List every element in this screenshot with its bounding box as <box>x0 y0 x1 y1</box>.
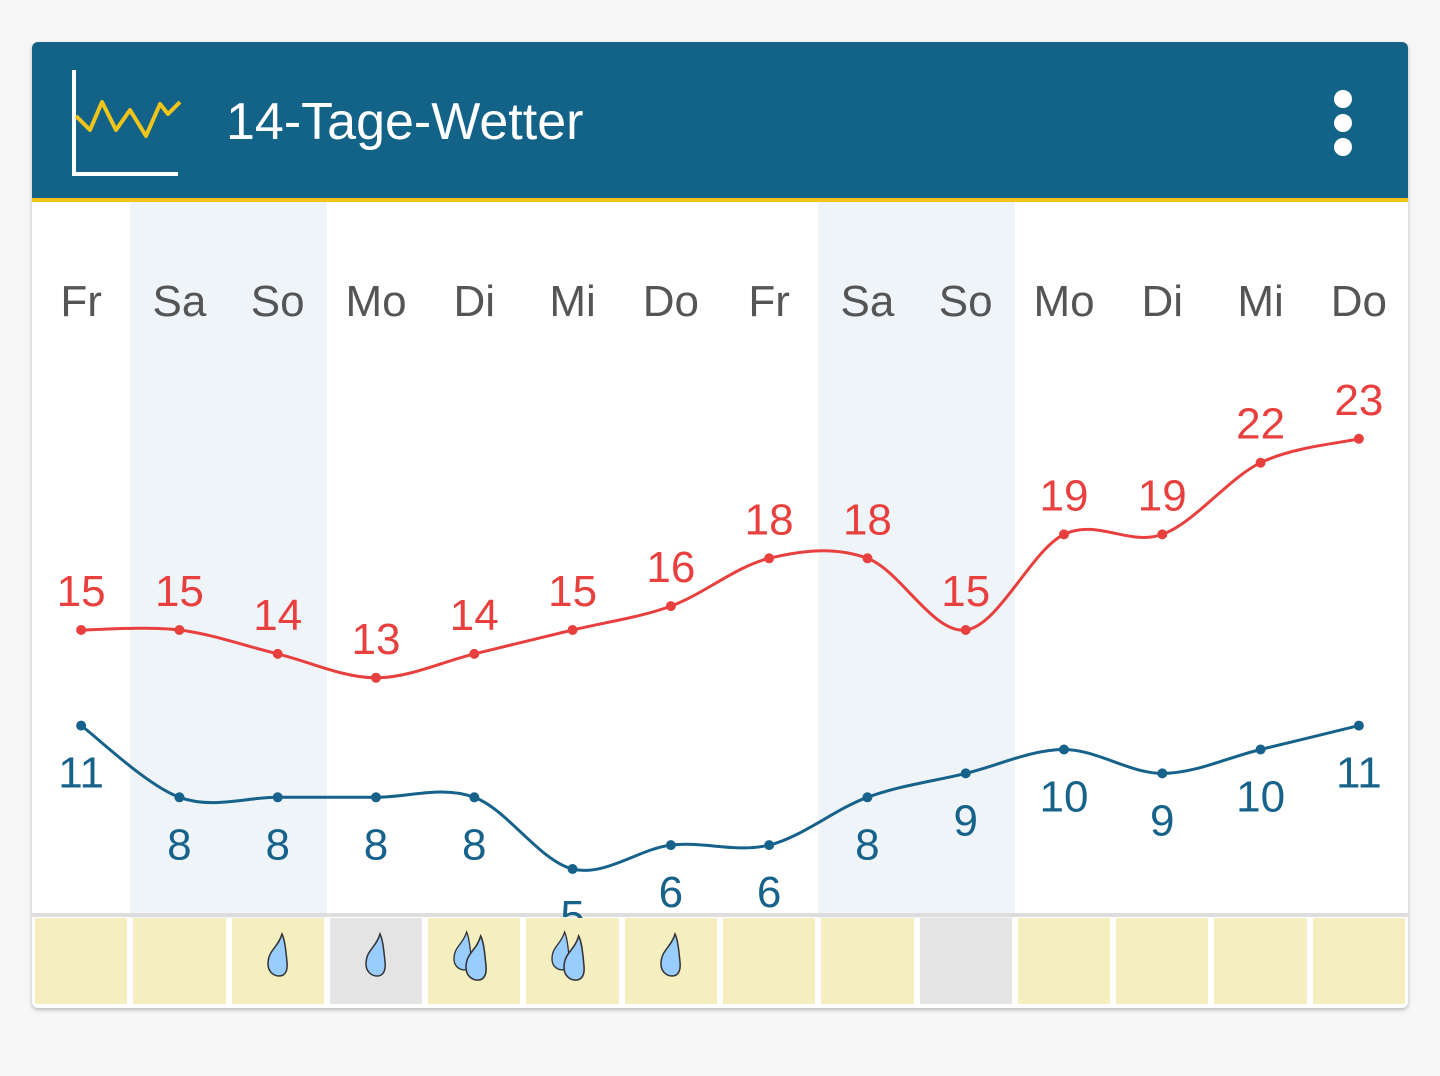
max-temp-label: 13 <box>352 615 401 664</box>
min-temp-point <box>665 840 676 851</box>
min-temp-point <box>76 720 87 731</box>
rain-drop-icon <box>365 931 386 977</box>
min-temp-label: 11 <box>1336 749 1382 798</box>
min-temp-label: 9 <box>1150 796 1174 845</box>
max-temp-label: 19 <box>1040 471 1089 520</box>
max-temp-label: 16 <box>646 543 695 592</box>
max-temp-line <box>81 437 1360 680</box>
rain-drop-icon <box>659 931 681 977</box>
min-temp-label: 11 <box>58 749 104 798</box>
heavy-rain-icon <box>551 930 586 981</box>
max-temp-label: 23 <box>1334 376 1383 425</box>
day-label: Mi <box>1237 277 1283 326</box>
precipitation-cell <box>35 918 128 1004</box>
min-temp-point <box>1353 720 1364 731</box>
widget-header: 14-Tage-Wetter <box>32 42 1408 202</box>
min-temp-point <box>764 840 775 851</box>
max-temp-point <box>862 553 873 564</box>
min-temp-point <box>1157 768 1168 779</box>
day-label: So <box>251 277 305 326</box>
min-temp-label: 6 <box>659 868 683 917</box>
max-temp-label: 19 <box>1138 471 1187 520</box>
max-temp-label: 18 <box>745 495 794 544</box>
max-temp-label: 15 <box>548 567 597 616</box>
max-temp-point <box>469 648 480 659</box>
precipitation-cell <box>1214 918 1307 1004</box>
max-temp-point <box>76 625 87 635</box>
max-temp-label: 15 <box>57 567 106 616</box>
more-vert-icon[interactable] <box>1328 88 1358 158</box>
max-temp-point <box>272 648 283 659</box>
min-temp-point <box>371 792 381 803</box>
max-temp-point <box>665 601 676 612</box>
day-label: Do <box>1331 277 1387 326</box>
min-temp-label: 9 <box>953 796 977 845</box>
precipitation-cell <box>1312 918 1405 1004</box>
min-temp-label: 8 <box>167 820 191 869</box>
day-label: Sa <box>153 277 207 326</box>
precipitation-cell <box>624 918 717 1004</box>
max-temp-point <box>567 625 578 635</box>
min-temp-label: 10 <box>1236 773 1285 822</box>
precipitation-cell <box>231 918 324 1004</box>
weather-widget: 14-Tage-Wetter Fr Sa So Mo Di Mi Do Fr Sa So Mo Di M… <box>32 42 1408 1008</box>
max-temp-point <box>1353 433 1364 444</box>
heavy-rain-icon <box>453 930 488 981</box>
day-label: Mo <box>1033 277 1094 326</box>
day-label: Fr <box>748 277 790 326</box>
precipitation-cell <box>723 918 816 1004</box>
precipitation-cell <box>1017 918 1111 1004</box>
min-temp-point <box>469 792 480 803</box>
min-temp-point <box>960 768 971 779</box>
precipitation-cell <box>821 918 914 1004</box>
day-label: Sa <box>841 277 895 326</box>
day-label: Do <box>643 277 699 326</box>
max-temp-point <box>371 672 381 683</box>
min-temp-point <box>272 792 283 803</box>
max-temp-point <box>174 625 185 635</box>
precipitation-cell <box>329 918 423 1004</box>
min-temp-label: 8 <box>462 820 486 869</box>
precipitation-cell <box>919 918 1012 1004</box>
max-temp-point <box>960 625 971 635</box>
day-label: Di <box>1142 277 1184 326</box>
max-temp-label: 15 <box>155 567 204 616</box>
precipitation-cell <box>526 918 619 1004</box>
weekend-band <box>916 202 1015 918</box>
min-temp-point <box>567 864 578 874</box>
max-temp-label: 14 <box>253 591 302 640</box>
day-label: Mo <box>345 277 406 326</box>
max-temp-label: 18 <box>843 495 892 544</box>
min-temp-label: 6 <box>757 868 781 917</box>
day-label: So <box>939 277 993 326</box>
temperature-chart: Fr Sa So Mo Di Mi Do Fr Sa So Mo Di Mi Do 15 15 14 13 14 15… <box>32 202 1408 918</box>
max-temp-label: 14 <box>450 591 499 640</box>
min-temp-point <box>862 792 873 803</box>
max-temp-point <box>1059 529 1069 540</box>
max-temp-point <box>1255 457 1266 468</box>
precipitation-cell <box>428 918 521 1004</box>
widget-title: 14-Tage-Wetter <box>226 93 584 151</box>
day-label: Mi <box>549 277 595 326</box>
min-temp-point <box>1059 744 1069 755</box>
precipitation-cell <box>133 918 226 1004</box>
day-label: Fr <box>60 277 102 326</box>
min-temp-label: 8 <box>855 820 879 869</box>
max-temp-point <box>764 553 775 564</box>
precipitation-cell <box>1116 918 1209 1004</box>
min-temp-point <box>174 792 185 803</box>
min-temp-point <box>1255 744 1266 755</box>
min-temp-label: 5 <box>560 892 584 918</box>
min-temp-label: 8 <box>364 820 388 869</box>
precipitation-strip <box>32 918 1408 1004</box>
day-label: Di <box>454 277 496 326</box>
max-temp-point <box>1157 529 1168 540</box>
max-temp-label: 15 <box>941 567 990 616</box>
min-temp-label: 10 <box>1040 773 1089 822</box>
rain-drop-icon <box>266 931 288 977</box>
max-temp-label: 22 <box>1236 400 1285 449</box>
line-chart-icon <box>70 68 182 183</box>
min-temp-label: 8 <box>265 820 289 869</box>
